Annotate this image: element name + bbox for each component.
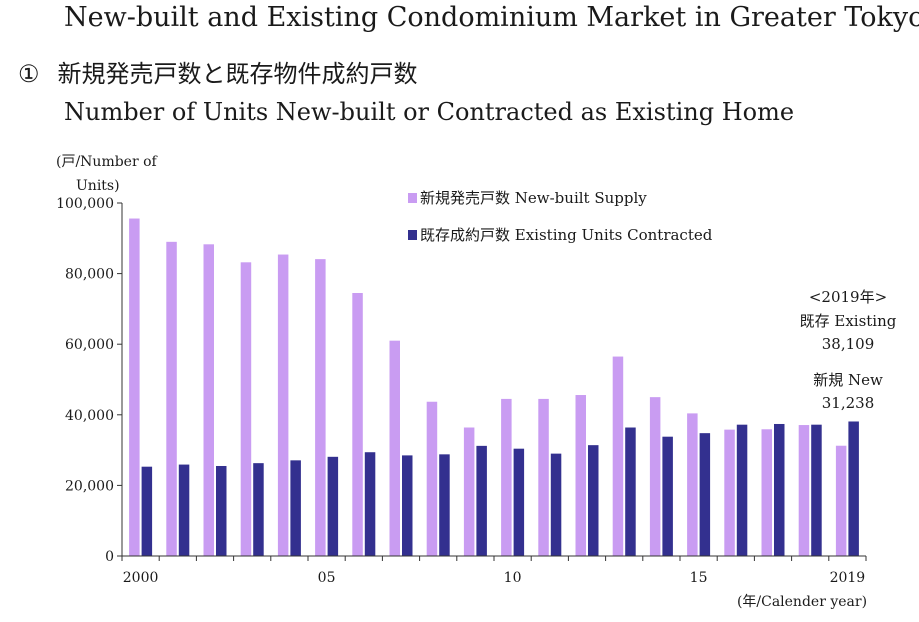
bar-new-built-2000	[129, 218, 140, 556]
y-tick-label: 80,000	[65, 267, 114, 283]
x-tick-label: 10	[504, 570, 522, 586]
y-tick-label: 40,000	[65, 408, 114, 424]
x-tick-label: 2019	[830, 570, 866, 586]
bar-new-built-2013	[612, 356, 624, 556]
annotation-new-value: 31,238	[822, 394, 875, 412]
y-axis-label-line2: Units)	[76, 178, 120, 194]
subtitle-japanese-text: 新規発売戸数と既存物件成約戸数	[57, 60, 418, 88]
y-tick-label: 0	[105, 549, 114, 565]
bar-new-built-2005	[315, 259, 326, 556]
chart-title: New-built and Existing Condominium Marke…	[64, 2, 919, 33]
bar-new-built-2008	[426, 401, 438, 556]
bar-new-built-2011	[538, 398, 549, 556]
bar-existing-2013	[625, 427, 636, 556]
legend-label-new-built: 新規発売戸数 New-built Supply	[420, 189, 647, 207]
bar-new-built-2014	[649, 397, 661, 556]
legend-label-existing: 既存成約戸数 Existing Units Contracted	[420, 226, 713, 244]
annotation-year: <2019年>	[809, 288, 887, 306]
bar-new-built-2015	[687, 413, 698, 556]
bar-new-built-2003	[240, 262, 252, 556]
legend-swatch-existing	[408, 230, 417, 240]
bar-new-built-2002	[203, 244, 214, 557]
bar-existing-2001	[178, 464, 190, 556]
bar-existing-2016	[736, 424, 748, 556]
bar-existing-2017	[774, 423, 785, 556]
bar-existing-2000	[141, 466, 153, 556]
bar-new-built-2009	[463, 427, 475, 556]
bar-existing-2012	[588, 445, 599, 556]
bar-existing-2019	[848, 421, 859, 556]
bar-existing-2008	[439, 454, 450, 556]
y-tick-label: 20,000	[65, 478, 114, 494]
bar-existing-2006	[364, 452, 376, 556]
annotation-new-label: 新規 New	[813, 371, 883, 389]
bar-new-built-2016	[724, 429, 735, 556]
bar-new-built-2019	[835, 445, 847, 556]
annotation-existing-value: 38,109	[822, 335, 875, 353]
circled-number-one: ①	[18, 60, 40, 88]
chart-subtitle-english: Number of Units New-built or Contracted …	[64, 98, 795, 126]
bar-existing-2009	[476, 445, 487, 556]
bar-existing-2011	[550, 453, 562, 556]
x-tick-label: 2000	[123, 570, 159, 586]
bar-new-built-2017	[761, 429, 772, 556]
y-tick-label: 60,000	[65, 337, 114, 353]
bar-new-built-2001	[166, 241, 177, 556]
x-tick-label: 05	[318, 570, 336, 586]
bar-new-built-2006	[352, 293, 363, 556]
x-axis-label: (年/Calender year)	[737, 594, 867, 610]
bar-existing-2007	[402, 455, 413, 556]
legend-swatch-new-built	[408, 193, 417, 203]
y-tick-label: 100,000	[56, 196, 114, 212]
y-axis-label-line1: (戸/Number of	[56, 154, 159, 170]
bar-existing-2015	[699, 433, 711, 556]
bar-existing-2002	[216, 465, 227, 556]
bar-new-built-2012	[575, 395, 586, 556]
bar-new-built-2018	[798, 425, 810, 556]
bar-existing-2014	[662, 436, 673, 556]
bar-existing-2018	[811, 424, 822, 556]
annotation-existing-label: 既存 Existing	[800, 312, 897, 330]
bar-existing-2005	[327, 456, 339, 556]
bar-new-built-2010	[501, 398, 512, 556]
bar-existing-2004	[290, 460, 301, 556]
bar-new-built-2007	[389, 340, 400, 556]
chart-subtitle-japanese: ① 新規発売戸数と既存物件成約戸数	[18, 54, 418, 89]
bar-existing-2010	[513, 448, 525, 556]
bar-new-built-2004	[277, 254, 289, 557]
bar-existing-2003	[253, 463, 264, 556]
x-tick-label: 15	[690, 570, 708, 586]
